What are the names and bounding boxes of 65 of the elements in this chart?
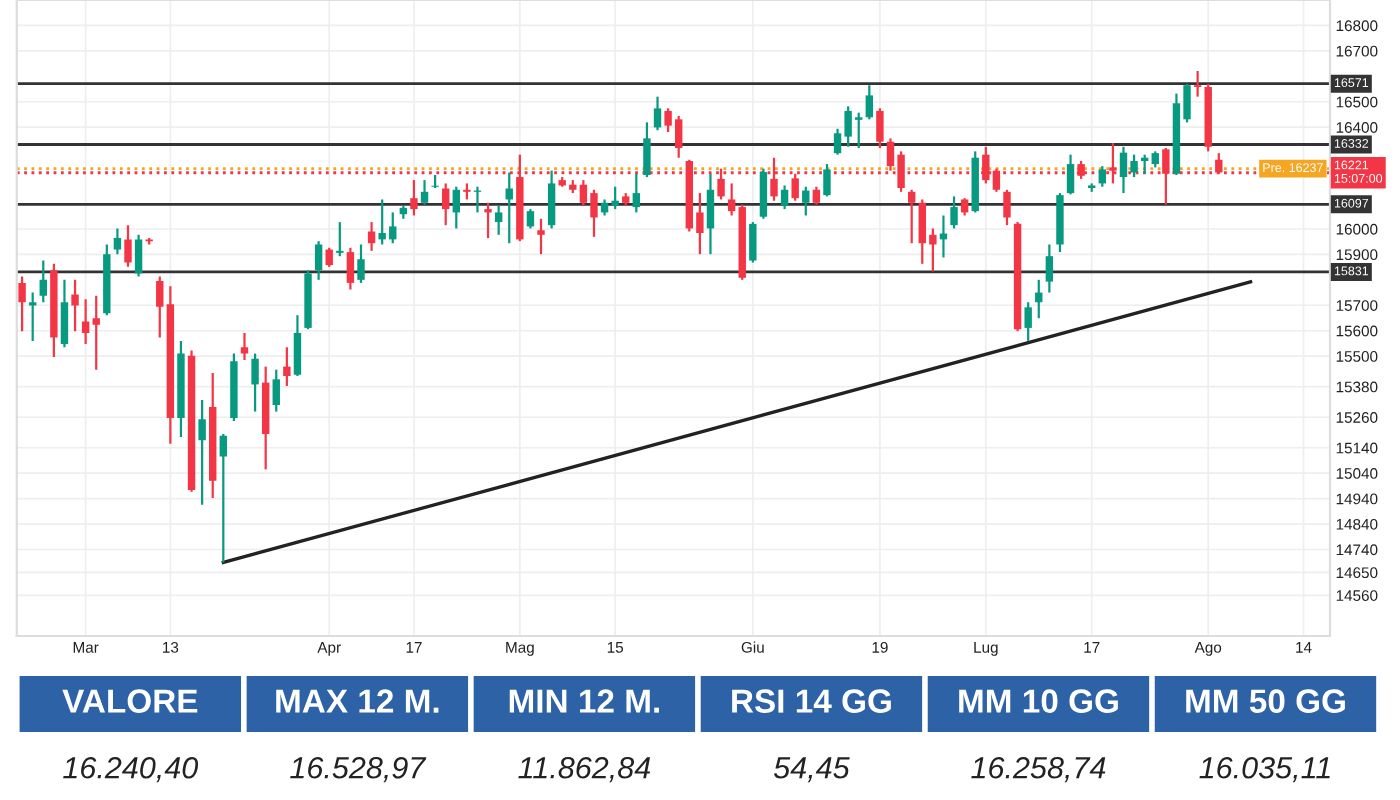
candlestick xyxy=(537,217,545,256)
candlestick xyxy=(950,195,958,230)
candlestick xyxy=(92,294,100,371)
candlestick xyxy=(39,259,47,304)
candlestick xyxy=(780,184,789,211)
candlestick xyxy=(1024,301,1032,343)
candlestick xyxy=(420,179,429,206)
candlestick xyxy=(18,275,26,333)
candlestick xyxy=(293,314,302,378)
candlestick xyxy=(283,346,291,388)
text: 16.240,40 xyxy=(63,756,199,783)
candlestick xyxy=(314,240,323,281)
candlestick xyxy=(706,172,715,256)
text: MIN 12 M. xyxy=(509,689,659,713)
candlestick xyxy=(653,95,662,132)
candlestick xyxy=(28,291,37,343)
text: MM 10 GG xyxy=(959,689,1118,713)
candlestick xyxy=(727,182,736,217)
candlestick xyxy=(526,208,535,230)
text: MAX 12 M. xyxy=(276,689,439,713)
candlestick xyxy=(802,185,810,217)
text: VALORE xyxy=(62,689,198,713)
candlestick xyxy=(547,169,556,230)
candlestick xyxy=(71,278,79,333)
candlestick xyxy=(410,179,418,217)
text: 16.258,74 xyxy=(971,756,1106,783)
candlestick xyxy=(442,182,450,227)
text: 54,45 xyxy=(773,757,850,783)
candlestick xyxy=(1066,153,1075,196)
text: 16.528,97 xyxy=(290,756,427,783)
candlestick xyxy=(134,233,143,278)
candlestick xyxy=(113,227,122,256)
candlestick xyxy=(1045,243,1054,294)
candlestick xyxy=(823,162,831,198)
candlestick xyxy=(494,204,503,236)
candlestick xyxy=(346,246,355,291)
candlestick xyxy=(749,220,757,264)
text: MM 50 GG xyxy=(1186,689,1345,713)
candlestick xyxy=(1193,69,1202,98)
candlestick xyxy=(865,84,874,121)
text: 16.035,11 xyxy=(1199,756,1330,783)
candlestick xyxy=(60,278,69,349)
candlestick xyxy=(452,185,461,230)
candlestick xyxy=(357,243,365,284)
candlestick xyxy=(336,220,344,258)
candlestick xyxy=(632,172,641,214)
candlestick xyxy=(1003,188,1011,227)
candlestick xyxy=(643,121,651,179)
candlestick xyxy=(240,331,249,362)
candlestick xyxy=(251,352,259,413)
text: RSI 14 GG xyxy=(732,689,891,713)
candlestick xyxy=(81,298,90,346)
candlestick xyxy=(219,432,228,564)
candlestick xyxy=(907,188,916,245)
candlestick xyxy=(198,398,206,506)
candlestick xyxy=(484,201,492,240)
candlestick xyxy=(124,224,132,268)
candlestick xyxy=(272,368,280,413)
text: 11.862,84 xyxy=(518,756,651,783)
candlestick xyxy=(156,275,164,339)
candlestick xyxy=(1098,165,1107,188)
candlestick xyxy=(759,167,768,220)
candlestick xyxy=(791,172,799,202)
candlestick xyxy=(876,107,884,150)
candlestick xyxy=(325,246,333,268)
